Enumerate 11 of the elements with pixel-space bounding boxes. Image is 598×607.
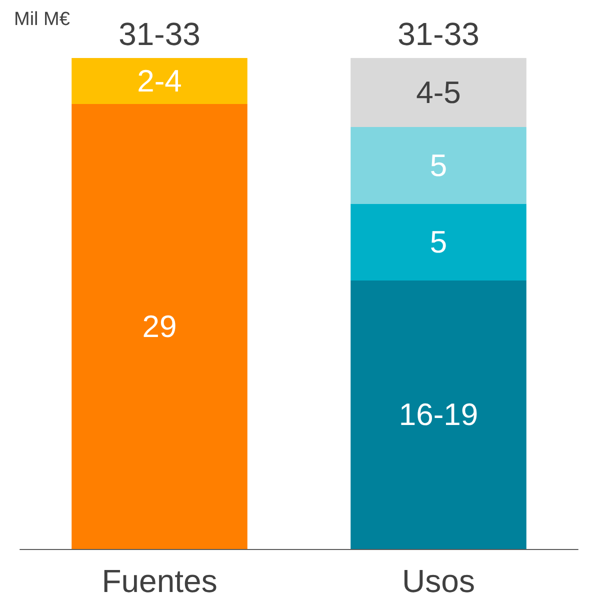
- x-tick-label: Usos: [402, 563, 475, 599]
- data-label: 2-4: [137, 64, 182, 99]
- data-label: 5: [430, 224, 448, 260]
- total-label: 31-33: [118, 16, 200, 52]
- data-label: 4-5: [416, 75, 461, 110]
- data-label: 16-19: [398, 397, 478, 432]
- total-label: 31-33: [398, 16, 480, 52]
- data-label: 5: [430, 148, 448, 183]
- y-axis-title: Mil M€: [14, 9, 70, 30]
- data-label: 29: [142, 309, 177, 344]
- x-tick-label: Fuentes: [102, 563, 218, 599]
